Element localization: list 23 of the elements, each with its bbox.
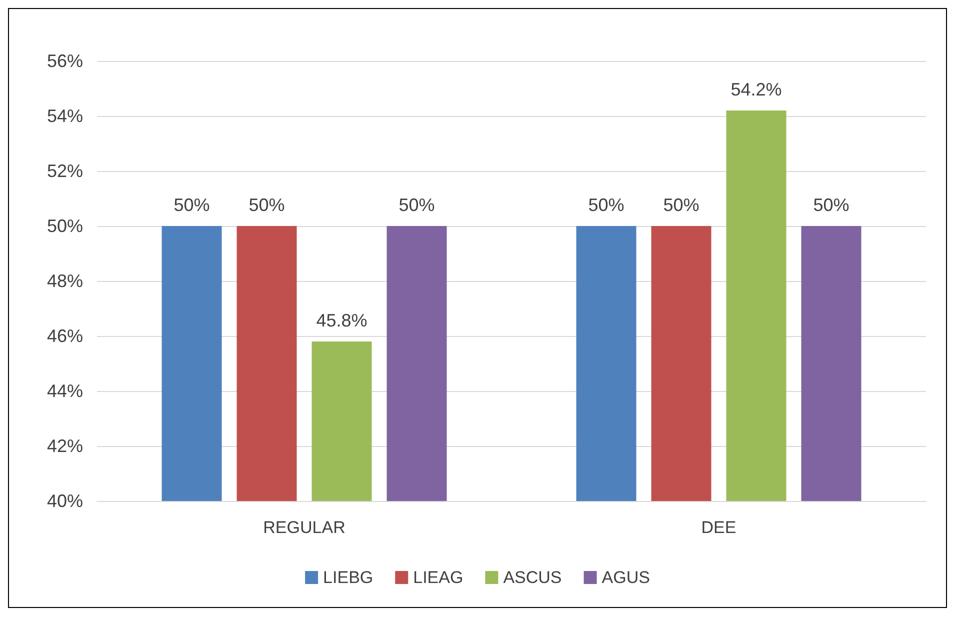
y-tick-label: 50% (46, 216, 83, 236)
y-tick-label: 48% (46, 271, 83, 291)
x-tick-label: REGULAR (263, 518, 346, 537)
data-label: 50% (588, 195, 624, 215)
y-tick-label: 44% (46, 381, 83, 401)
x-tick-label: DEE (701, 518, 736, 537)
y-tick-label: 52% (46, 161, 83, 181)
y-tick-label: 54% (46, 106, 83, 126)
y-tick-label: 40% (46, 491, 83, 511)
legend-label: AGUS (602, 568, 650, 587)
y-tick-label: 56% (46, 51, 83, 71)
y-tick-label: 46% (46, 326, 83, 346)
data-label: 54.2% (730, 80, 782, 100)
y-tick-label: 42% (46, 436, 83, 456)
data-label: 50% (248, 195, 285, 215)
legend-label: ASCUS (503, 568, 562, 587)
legend-label: LIEBG (323, 568, 374, 587)
data-label: 50% (398, 195, 435, 215)
legend-label: LIEAG (413, 568, 464, 587)
data-label: 50% (174, 195, 210, 215)
data-label: 50% (813, 195, 850, 215)
data-label: 50% (663, 195, 700, 215)
data-label: 45.8% (316, 310, 368, 330)
